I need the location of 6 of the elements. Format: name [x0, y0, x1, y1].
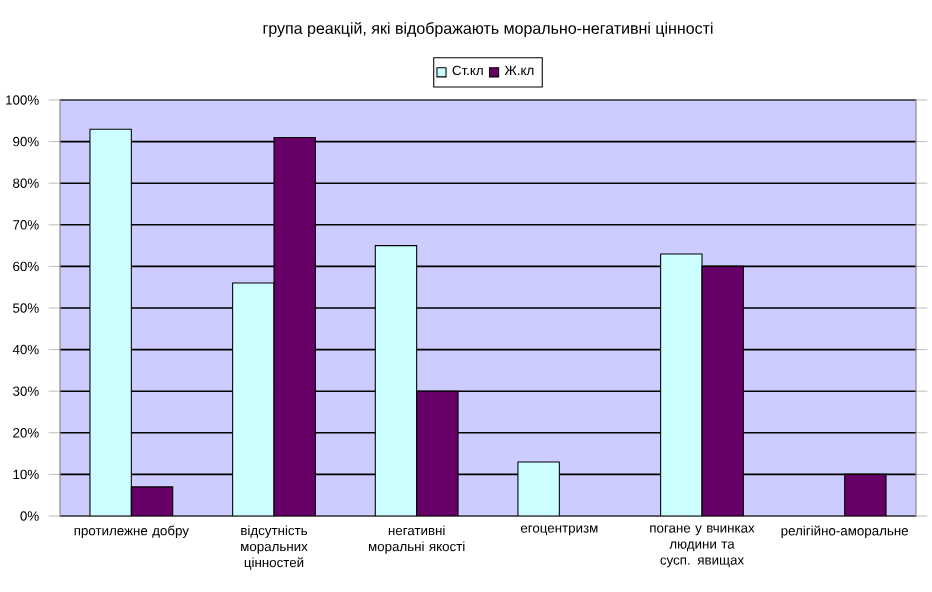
bar: [416, 390, 459, 516]
bar: [701, 265, 744, 516]
bar: [130, 486, 174, 516]
chart-title: група реакцій, які відображають морально-негативні цінності: [263, 21, 713, 38]
bar: [844, 473, 887, 516]
bar: [273, 136, 316, 516]
